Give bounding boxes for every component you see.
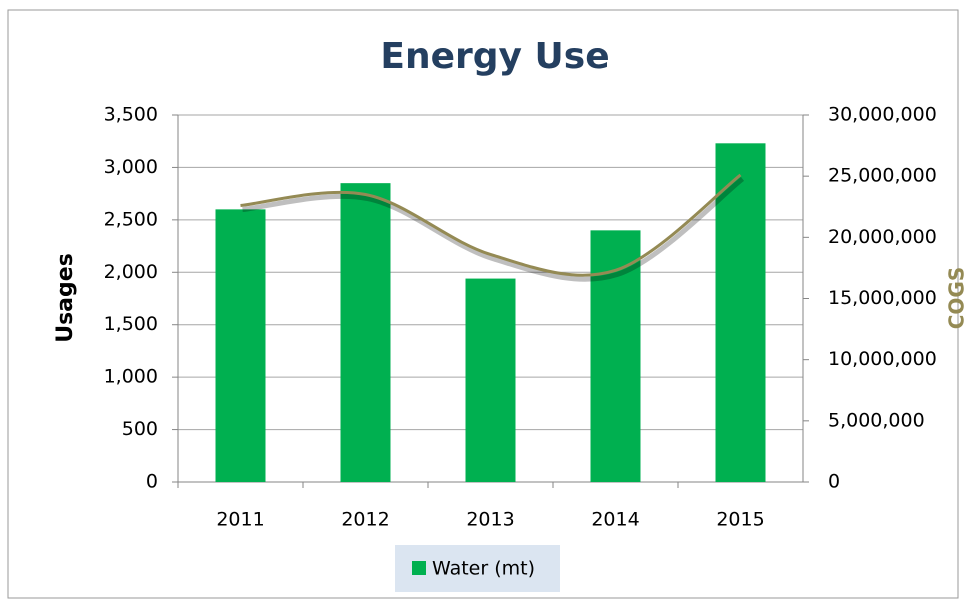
y-tick-label: 1,500 [104,313,158,335]
bar [465,278,516,482]
y2-tick-label: 25,000,000 [828,165,937,187]
x-tick-label: 2015 [716,509,764,531]
y2-tick-label: 0 [828,471,840,493]
y-tick-label: 2,500 [104,208,158,230]
line [240,173,742,277]
y-tick-label: 3,500 [104,104,158,126]
y2-tick-label: 15,000,000 [828,287,937,309]
y2-tick-label: 5,000,000 [828,409,925,431]
y2-tick-label: 10,000,000 [828,348,937,370]
x-tick-label: 2011 [216,509,264,531]
y2-tick-label: 20,000,000 [828,226,937,248]
y-axis-label: Usages [53,253,78,343]
line-shadow [242,176,745,282]
y-tick-label: 0 [146,471,158,493]
y2-axis-label: COGS [945,267,969,330]
legend-swatch [412,561,426,575]
bar [340,183,391,482]
y-tick-label: 1,000 [104,366,158,388]
y-tick-label: 500 [122,418,158,440]
y2-tick-label: 30,000,000 [828,104,937,126]
legend-label: Water (mt) [432,558,535,580]
x-tick-label: 2014 [591,509,639,531]
chart-title: Energy Use [380,36,609,77]
x-tick-label: 2013 [466,509,514,531]
bar [590,230,641,482]
y-tick-label: 2,000 [104,261,158,283]
x-tick-label: 2012 [341,509,389,531]
bar [715,143,766,482]
y-tick-label: 3,000 [104,156,158,178]
bar [215,209,266,482]
